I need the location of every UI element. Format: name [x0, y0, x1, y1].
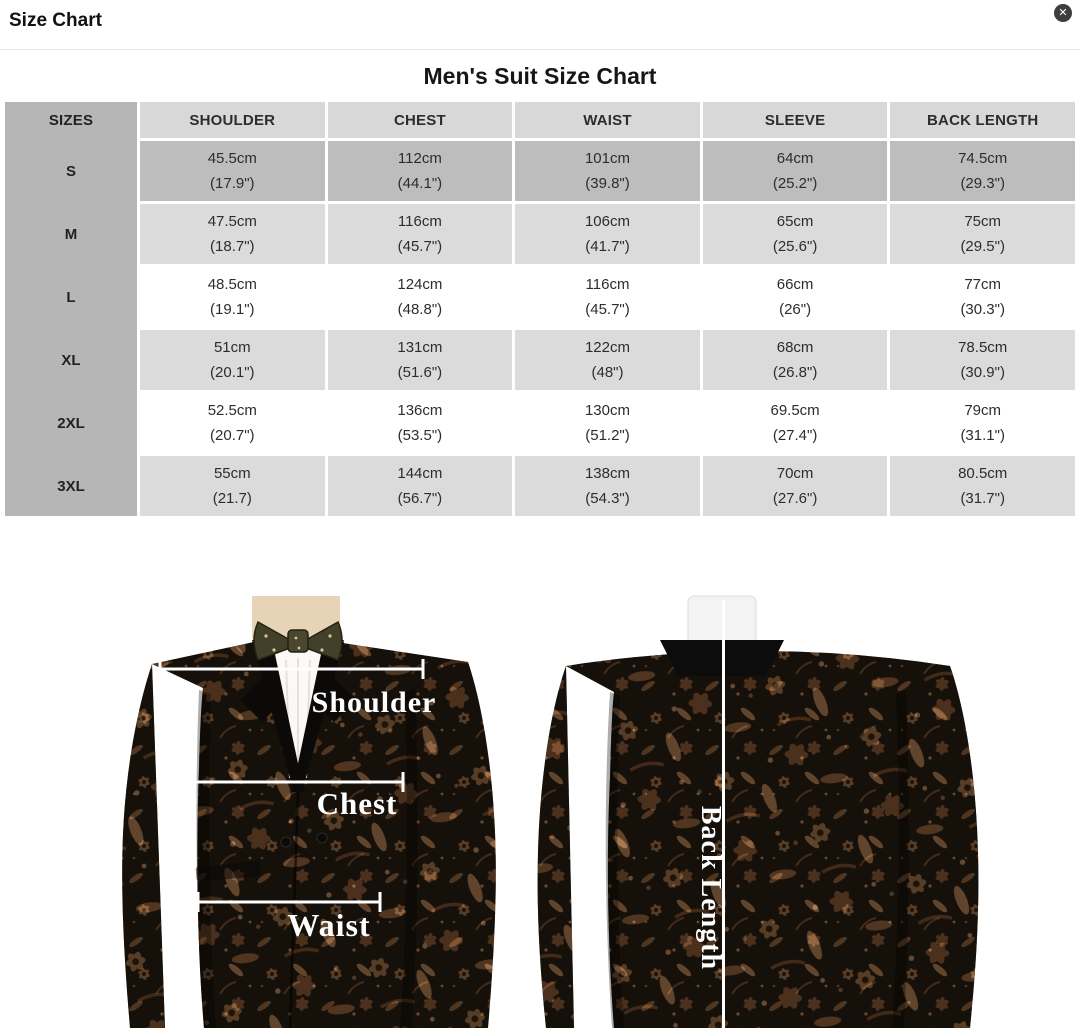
measurement-cell: 75cm (29.5") — [890, 204, 1075, 264]
measurement-cell: 64cm (25.2") — [702, 141, 888, 201]
shoulder-label: Shoulder — [312, 686, 437, 719]
column-header-waist: WAIST — [515, 102, 700, 138]
size-label-m: M — [64, 225, 78, 243]
size-label-3xl: 3XL — [57, 477, 85, 495]
measurement-cell: 136cm (53.5") — [327, 393, 513, 453]
waist-label: Waist — [287, 907, 370, 943]
measurement-cell: 70cm (27.6") — [702, 456, 888, 516]
modal-title: Size Chart — [9, 10, 102, 31]
measurement-cell: 48.5cm (19.1") — [140, 267, 325, 327]
measurement-cell: 51cm (20.1") — [140, 330, 325, 390]
measurement-cell: 65cm (25.6") — [702, 204, 888, 264]
column-header-sleeve: SLEEVE — [702, 102, 888, 138]
measurement-cell: 80.5cm (31.7") — [890, 456, 1075, 516]
size-label-s: S — [65, 162, 76, 180]
measurement-cell: 47.5cm (18.7") — [140, 204, 325, 264]
jacket-lapels — [240, 640, 356, 792]
measurement-cell: 116cm (45.7") — [327, 204, 513, 264]
measurement-cell: 116cm (45.7") — [515, 267, 700, 327]
measurement-cell: 69.5cm (27.4") — [702, 393, 888, 453]
measurement-cell: 74.5cm (29.3") — [890, 141, 1075, 201]
size-label-xl: XL — [61, 351, 81, 369]
column-header-sizes: SIZES — [48, 111, 94, 129]
measurement-cell: 131cm (51.6") — [327, 330, 513, 390]
measurement-cell: 138cm (54.3") — [515, 456, 700, 516]
measurement-cell: 66cm (26") — [702, 267, 888, 327]
measurement-cell: 144cm (56.7") — [327, 456, 513, 516]
modal-header: Size Chart ✕ — [0, 0, 1080, 50]
size-table: SIZES SHOULDER CHEST WAIST SLEEVE BACK LENGTH… — [5, 102, 1075, 516]
measurement-cell: 106cm (41.7") — [515, 204, 700, 264]
measurement-cell: 77cm (30.3") — [890, 267, 1075, 327]
suit-measurement-diagram: Shoulder Chest Waist Back Length — [122, 595, 979, 1028]
chest-label: Chest — [317, 786, 398, 821]
close-button[interactable]: ✕ — [1054, 4, 1072, 22]
measurement-cell: 45.5cm (17.9") — [140, 141, 325, 201]
measurement-cell: 52.5cm (20.7") — [140, 393, 325, 453]
column-header-chest: CHEST — [327, 102, 513, 138]
measurement-cell: 79cm (31.1") — [890, 393, 1075, 453]
measurement-cell: 55cm (21.7) — [140, 456, 325, 516]
measurement-cell: 68cm (26.8") — [702, 330, 888, 390]
suit-back-photo — [537, 595, 979, 1028]
suit-front-photo — [122, 596, 496, 1028]
measurement-cell: 78.5cm (30.9") — [890, 330, 1075, 390]
column-header-back-length: BACK LENGTH — [890, 102, 1075, 138]
measurement-cell: 122cm (48") — [515, 330, 700, 390]
chest-measure-line — [173, 772, 405, 792]
sizes-column-background — [5, 102, 137, 516]
measurement-cell: 112cm (44.1") — [327, 141, 513, 201]
close-icon: ✕ — [1058, 6, 1068, 19]
size-label-2xl: 2XL — [57, 414, 85, 432]
front-measure-lines — [158, 659, 425, 912]
measurement-cell: 130cm (51.2") — [515, 393, 700, 453]
column-header-shoulder: SHOULDER — [140, 102, 325, 138]
measurement-cell: 124cm (48.8") — [327, 267, 513, 327]
shoulder-measure-line — [158, 659, 425, 679]
chart-title: Men's Suit Size Chart — [423, 63, 657, 89]
measurement-cell: 101cm (39.8") — [515, 141, 700, 201]
size-label-l: L — [66, 288, 76, 306]
waist-measure-line — [196, 892, 382, 912]
bow-tie — [253, 620, 343, 661]
back-length-label: Back Length — [695, 806, 726, 970]
